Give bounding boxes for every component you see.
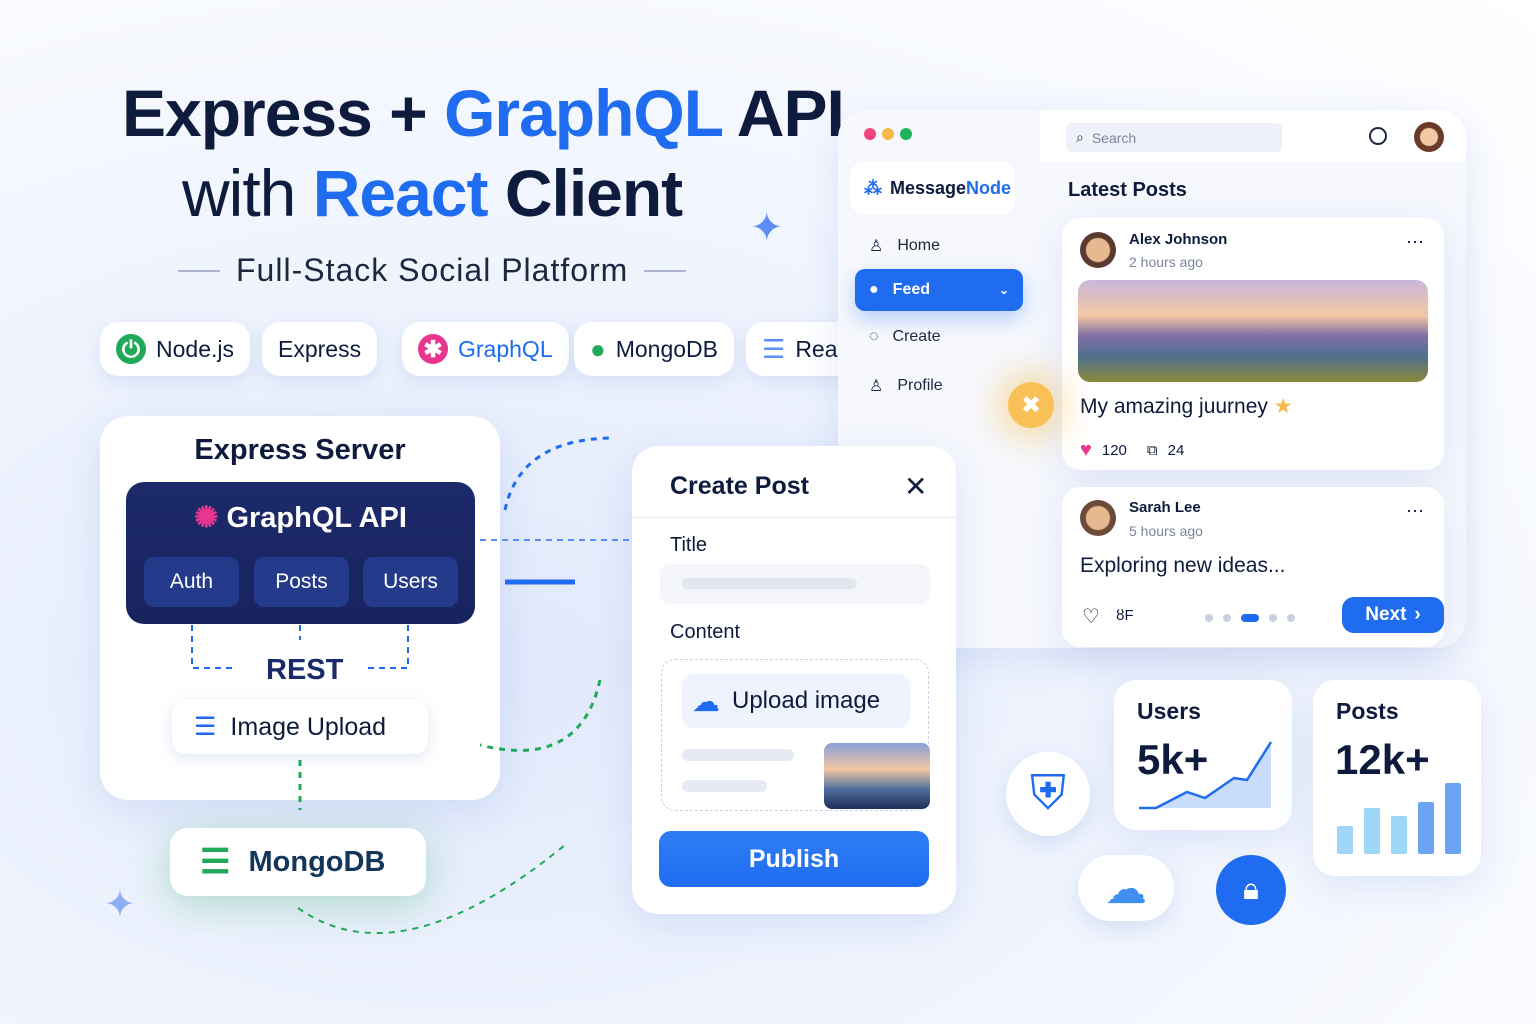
nav-home[interactable]: ♙ Home	[869, 237, 941, 255]
chip-auth[interactable]: Auth	[144, 557, 239, 607]
close-icon[interactable]: ✕	[904, 471, 928, 502]
users-trend-chart	[1139, 741, 1273, 810]
share-icon[interactable]: ⧉	[1146, 442, 1158, 459]
nav-profile[interactable]: ♙ Profile	[869, 377, 943, 395]
pill-nodejs: ⏻ Node.js	[100, 322, 250, 376]
content-dropzone[interactable]	[661, 659, 929, 811]
lock-icon: 🔒︎	[1216, 855, 1286, 925]
post-image	[1078, 280, 1428, 382]
user-icon: ●	[869, 281, 879, 298]
rest-label: REST	[266, 654, 344, 686]
image-thumbnail	[824, 743, 930, 809]
mongodb-box: ☰ MongoDB	[170, 828, 426, 896]
graphql-icon: ✺	[194, 502, 227, 534]
user-avatar[interactable]	[1414, 122, 1444, 152]
express-server-panel: Express Server ✺ GraphQL API REST ☰ Image…	[100, 416, 500, 800]
pill-graphql: ✱ GraphQL	[402, 322, 569, 376]
post-text: Exploring new ideas...	[1080, 554, 1286, 577]
users-label: Users	[1137, 698, 1201, 724]
reaction-text: ȣF	[1116, 607, 1134, 624]
author-avatar	[1080, 500, 1116, 536]
image-upload-box: ☰ Image Upload	[172, 700, 428, 754]
dialog-title: Create Post	[670, 472, 809, 500]
post-caption: My amazing juurney ★	[1080, 395, 1293, 418]
post-author: Alex Johnson	[1129, 231, 1228, 248]
heart-icon[interactable]: ♥	[1080, 439, 1092, 461]
content-label: Content	[670, 621, 741, 643]
heart-icon[interactable]: ♡	[1082, 606, 1100, 628]
nav-create[interactable]: ◌ Create	[869, 328, 941, 345]
cloud-upload-icon: ☁	[692, 685, 720, 717]
users-stat-card: Users 5k+	[1114, 680, 1292, 830]
users-value: 5k+	[1137, 736, 1209, 783]
carousel-dots[interactable]	[1205, 614, 1295, 622]
posts-value: 12k+	[1335, 736, 1430, 783]
database-icon: ☰	[194, 713, 217, 741]
more-icon[interactable]: ⋯	[1406, 501, 1424, 521]
search-icon: ⌕	[1076, 129, 1084, 145]
pill-mongodb: ● MongoDB	[574, 322, 734, 376]
server-title: Express Server	[194, 434, 406, 466]
section-title: Latest Posts	[1068, 179, 1187, 201]
chevron-down-icon: ⌄	[998, 283, 1009, 297]
close-badge-icon: ✖	[1008, 382, 1054, 428]
database-icon: ☰	[762, 333, 786, 364]
posts-stat-card: Posts 12k+	[1313, 680, 1481, 876]
chip-users[interactable]: Users	[363, 557, 458, 607]
create-icon: ◌	[869, 328, 879, 345]
post-author: Sarah Lee	[1129, 499, 1201, 516]
publish-button[interactable]: Publish	[659, 831, 929, 887]
people-icon: ⁂	[864, 177, 882, 198]
posts-bar-chart	[1337, 783, 1461, 854]
upload-image-button[interactable]: ☁ Upload image	[682, 674, 910, 728]
next-button[interactable]: Next ›	[1342, 597, 1444, 633]
star-icon: ★	[1273, 395, 1293, 418]
cloud-icon: ☁	[1078, 855, 1174, 921]
title-input[interactable]	[660, 564, 930, 604]
arrow-right-icon: ›	[1414, 604, 1421, 625]
subtitle: Full-Stack Social Platform	[178, 252, 687, 289]
more-icon[interactable]: ⋯	[1406, 232, 1424, 252]
sparkle-icon: ✦	[104, 884, 136, 926]
post-time: 5 hours ago	[1129, 523, 1203, 539]
posts-label: Posts	[1336, 698, 1399, 724]
user-icon: ♙	[869, 378, 884, 395]
clock-icon[interactable]	[1369, 127, 1387, 145]
title-label: Title	[670, 534, 708, 556]
mongodb-leaf-icon: ●	[590, 333, 606, 364]
database-icon: ☰	[200, 843, 231, 881]
nav-feed[interactable]: ● Feed ⌄	[855, 269, 1023, 311]
graphql-icon: ✱	[418, 334, 448, 364]
window-controls	[864, 128, 912, 140]
nodejs-icon: ⏻	[116, 334, 146, 364]
pill-express: Express	[262, 322, 378, 376]
headline-line1: Express + GraphQL API	[122, 76, 845, 150]
shield-icon: ⛨	[1006, 752, 1090, 836]
search-input[interactable]: ⌕ Search	[1066, 123, 1282, 152]
post-time: 2 hours ago	[1129, 254, 1203, 270]
author-avatar	[1080, 232, 1116, 268]
brand-logo: ⁂ MessageNode	[850, 162, 1015, 214]
post-actions: ♥ 120 ⧉ 24	[1080, 439, 1185, 461]
user-icon: ♙	[869, 238, 884, 255]
chip-posts[interactable]: Posts	[254, 557, 349, 607]
headline-line2: with React Client	[182, 156, 683, 230]
sparkle-icon: ✦	[750, 206, 784, 250]
